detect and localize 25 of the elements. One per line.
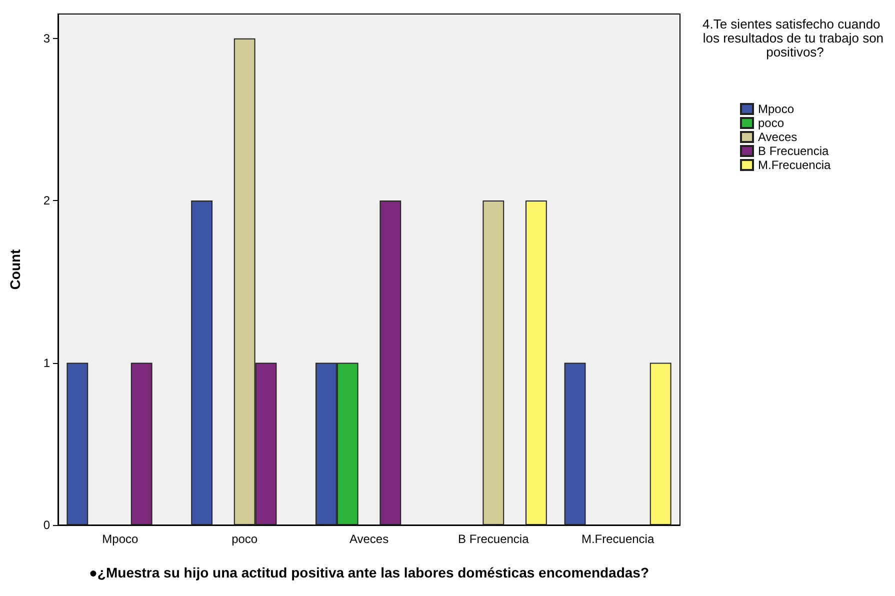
x-tick-label: Mpoco [102,532,139,546]
x-tick-label: poco [232,532,258,546]
bar [650,362,672,525]
x-tick-label: M.Frecuencia [581,532,654,546]
legend-label: Aveces [758,130,798,144]
x-tick-label: Aveces [349,532,389,546]
y-axis-title: Count [7,248,23,290]
legend-label: Mpoco [758,102,794,116]
bar [525,200,547,525]
bar [66,362,88,525]
legend-label: B Frecuencia [758,144,830,158]
y-tick-label: 1 [43,356,50,370]
legend-label: poco [758,116,784,130]
x-axis-title: ●¿Muestra su hijo una actitud positiva ante las labores domésticas encomendadas? [88,564,650,580]
bar [564,362,586,525]
y-tick-label: 0 [43,518,50,532]
y-tick-label: 2 [43,194,50,208]
legend-title: 4.Te sientes satisfecho cuando los resultados de tu trabajo son positivos? [702,16,888,60]
y-tick-label: 3 [43,31,50,46]
bar [380,200,402,525]
bar [130,362,152,525]
bar [482,200,504,525]
x-tick-label: B Frecuencia [458,532,530,546]
legend-label: M.Frecuencia [758,158,832,172]
bar [191,200,213,525]
